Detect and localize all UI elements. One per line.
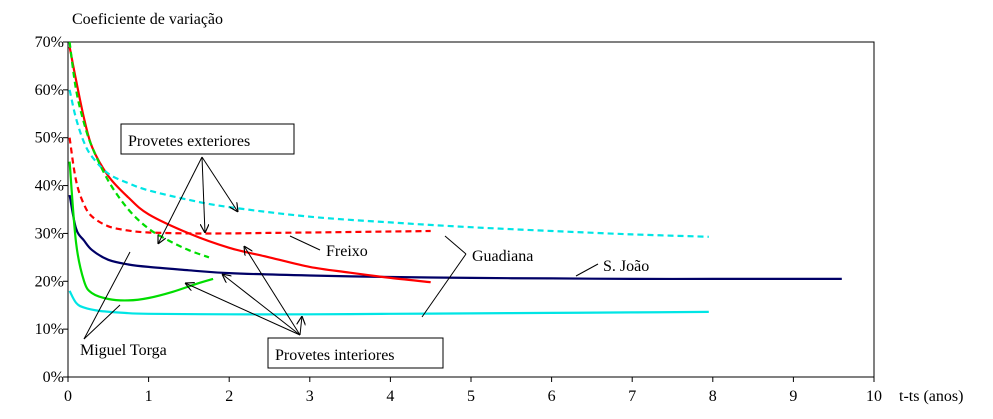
x-tick-label: 8	[709, 388, 717, 405]
arrow-exteriores-2	[202, 156, 205, 233]
label-freixo: Freixo	[326, 243, 368, 260]
x-tick-label: 3	[306, 388, 314, 405]
x-tick-label: 4	[386, 388, 394, 405]
axes: 0% 10% 20% 30% 40% 50% 60% 70% 0 1 2 3 4 5 6 7 8 9 10	[35, 34, 882, 405]
x-tick-label: 10	[866, 388, 882, 405]
y-tick-label: 40%	[35, 178, 64, 195]
label-miguel-torga: Miguel Torga	[80, 342, 167, 359]
arrow-interiores-4	[300, 316, 302, 336]
label-guadiana: Guadiana	[472, 248, 533, 265]
series-line-freixo-provetes-interiores	[68, 46, 431, 284]
y-tick-label: 30%	[35, 225, 64, 242]
leader-freixo	[289, 235, 321, 251]
y-tick-label: 50%	[35, 130, 64, 147]
leader-torga-2	[83, 251, 131, 340]
x-tick-label: 7	[628, 388, 636, 405]
leader-guadiana	[421, 253, 467, 318]
x-tick-label: 0	[64, 388, 72, 405]
series-line-miguel-torga-provetes-exteriores	[68, 41, 210, 259]
y-tick-label: 0%	[43, 369, 64, 386]
arrow-interiores-1	[185, 283, 301, 336]
annotation-exteriores: Provetes exteriores	[120, 123, 295, 155]
label-sjoao: S. João	[603, 258, 649, 275]
series-group	[68, 41, 842, 316]
y-axis-label: Coeficiente de variação	[72, 11, 223, 28]
series-line-guadiana-provetes-interiores	[68, 290, 709, 316]
x-tick-label: 2	[225, 388, 233, 405]
x-tick-label: 6	[548, 388, 556, 405]
series-line-guadiana-provetes-exteriores	[68, 89, 709, 238]
leader-guadiana-2	[444, 235, 467, 255]
y-tick-label: 60%	[35, 82, 64, 99]
arrow-interiores-2	[222, 274, 301, 336]
svg-text:Provetes exteriores: Provetes exteriores	[128, 133, 250, 150]
leader-sjoao	[575, 263, 599, 277]
annotation-interiores: Provetes interiores	[267, 337, 444, 369]
y-tick-label: 10%	[35, 321, 64, 338]
series-line-freixo-provetes-exteriores	[68, 137, 431, 235]
x-tick-label: 1	[145, 388, 153, 405]
y-tick-label: 70%	[35, 34, 64, 51]
arrow-interiores-3	[244, 246, 301, 336]
x-tick-label: 9	[789, 388, 797, 405]
svg-text:Provetes interiores: Provetes interiores	[275, 347, 395, 364]
series-line-s-jo-o-provetes-interiores	[68, 194, 842, 281]
plot-frame	[67, 41, 875, 378]
y-tick-label: 20%	[35, 273, 64, 290]
x-axis-label: t-ts (anos)	[899, 388, 963, 405]
x-tick-label: 5	[467, 388, 475, 405]
arrow-exteriores-3	[201, 156, 238, 212]
annotation-arrows	[83, 156, 599, 340]
leader-torga-1	[83, 304, 121, 340]
arrow-exteriores-1	[158, 156, 203, 244]
